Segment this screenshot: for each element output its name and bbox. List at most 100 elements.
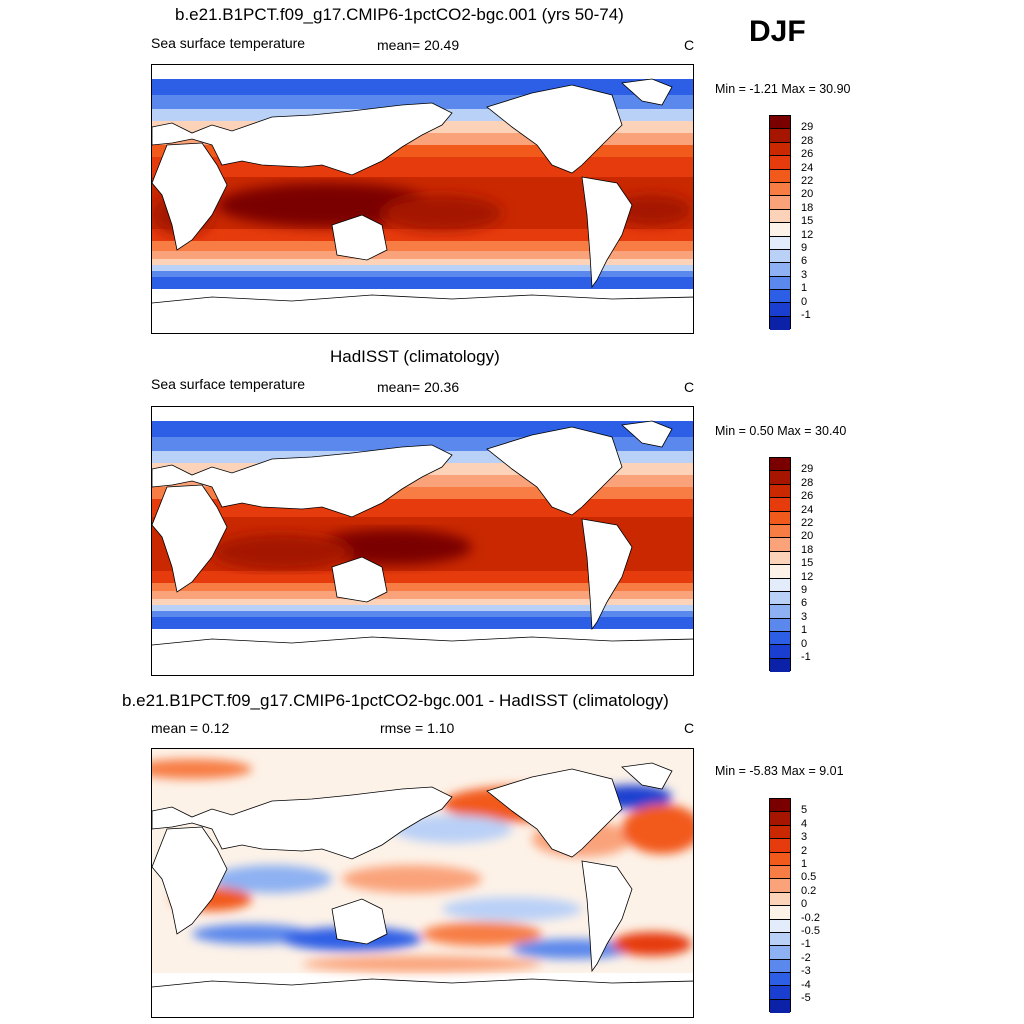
panel-2-map: [151, 406, 694, 676]
panel-1-map-svg: [152, 65, 693, 333]
colorbar-swatch: [770, 632, 790, 646]
colorbar-swatch: [770, 498, 790, 512]
colorbar-swatch: [770, 182, 790, 197]
panel-3-colorbar: [769, 798, 791, 1014]
colorbar-swatch: [770, 591, 790, 606]
colorbar-swatch: [770, 973, 790, 987]
colorbar-tick-label: 12: [801, 228, 814, 241]
panel-3-rmse-label: rmse = 1.10: [380, 720, 455, 736]
colorbar-swatch: [770, 839, 790, 853]
colorbar-swatch: [770, 316, 790, 331]
colorbar-swatch: [770, 865, 790, 880]
colorbar-tick-label: -0.2: [801, 911, 820, 924]
colorbar-swatch: [770, 932, 790, 947]
colorbar-tick-label: -4: [801, 978, 811, 991]
colorbar-tick-label: 15: [801, 557, 814, 570]
colorbar-swatch: [770, 484, 790, 499]
colorbar-swatch: [770, 303, 790, 317]
colorbar-tick-label: 1: [801, 624, 808, 637]
colorbar-tick-label: 12: [801, 570, 814, 583]
colorbar-swatch: [770, 578, 790, 592]
colorbar-tick-label: 9: [801, 242, 808, 254]
panel-2-minmax: Min = 0.50 Max = 30.40: [715, 424, 847, 438]
colorbar-swatch: [770, 538, 790, 552]
colorbar-swatch: [770, 645, 790, 659]
colorbar-swatch: [770, 249, 790, 264]
colorbar-swatch: [770, 946, 790, 960]
panel-1-mean-label: mean= 20.49: [377, 37, 460, 53]
colorbar-swatch: [770, 458, 790, 472]
colorbar-tick-label: 18: [801, 201, 814, 214]
panel-1-minmax: Min = -1.21 Max = 30.90: [715, 82, 851, 96]
colorbar-tick-label: -1: [801, 938, 811, 951]
panel-3-map: [151, 748, 694, 1018]
colorbar-tick-label: 6: [801, 597, 808, 610]
colorbar-swatch: [770, 129, 790, 143]
colorbar-swatch: [770, 290, 790, 304]
colorbar-swatch: [770, 565, 790, 579]
colorbar-tick-label: -5: [801, 992, 811, 1004]
colorbar-swatch: [770, 524, 790, 539]
colorbar-swatch: [770, 142, 790, 157]
colorbar-tick-label: 24: [801, 161, 814, 174]
colorbar-tick-label: 0.2: [801, 884, 817, 897]
colorbar-swatch: [770, 999, 790, 1014]
panel-3-map-svg: [152, 749, 693, 1017]
colorbar-tick-label: 6: [801, 255, 808, 268]
colorbar-tick-label: 29: [801, 121, 814, 134]
colorbar-swatch: [770, 209, 790, 224]
colorbar-swatch: [770, 879, 790, 893]
colorbar-tick-label: 26: [801, 148, 814, 161]
colorbar-tick-label: -1: [801, 651, 811, 663]
colorbar-tick-label: 20: [801, 530, 814, 543]
panel-3-title: b.e21.B1PCT.f09_g17.CMIP6-1pctCO2-bgc.00…: [122, 691, 669, 710]
colorbar-swatch: [770, 605, 790, 619]
colorbar-swatch: [770, 223, 790, 237]
colorbar-tick-label: 29: [801, 463, 814, 476]
colorbar-tick-label: 22: [801, 175, 814, 187]
panel-2-left-label: Sea surface temperature: [151, 376, 306, 392]
colorbar-swatch: [770, 618, 790, 633]
colorbar-tick-label: -0.5: [801, 925, 820, 937]
colorbar-tick-label: 0: [801, 295, 808, 308]
colorbar-tick-label: 20: [801, 188, 814, 201]
panel-1-map: [151, 64, 694, 334]
panel-1-title: b.e21.B1PCT.f09_g17.CMIP6-1pctCO2-bgc.00…: [175, 5, 624, 24]
colorbar-swatch: [770, 196, 790, 210]
colorbar-tick-label: 28: [801, 476, 814, 489]
colorbar-swatch: [770, 236, 790, 250]
colorbar-swatch: [770, 959, 790, 974]
colorbar-swatch: [770, 156, 790, 170]
panel-2-units: C: [684, 379, 695, 395]
colorbar-tick-label: 0.5: [801, 871, 817, 884]
colorbar-tick-label: 24: [801, 503, 814, 516]
panel-3-mean-label: mean = 0.12: [151, 720, 230, 736]
colorbar-tick-label: -3: [801, 965, 811, 978]
colorbar-tick-label: 3: [801, 268, 808, 281]
colorbar-tick-label: 18: [801, 543, 814, 556]
panel-3-units: C: [684, 720, 695, 736]
panel-2-title: HadISST (climatology): [330, 347, 500, 366]
colorbar-tick-label: 22: [801, 517, 814, 529]
colorbar-swatch: [770, 276, 790, 291]
colorbar-tick-label: 0: [801, 898, 808, 911]
colorbar-swatch: [770, 169, 790, 183]
colorbar-tick-label: 5: [801, 804, 808, 817]
colorbar-swatch: [770, 825, 790, 840]
colorbar-tick-label: 26: [801, 490, 814, 503]
season-label: DJF: [749, 15, 806, 48]
colorbar-tick-label: 9: [801, 584, 808, 596]
colorbar-tick-label: 4: [801, 817, 808, 830]
colorbar-swatch: [770, 551, 790, 566]
panel-1-units: C: [684, 37, 695, 53]
colorbar-swatch: [770, 812, 790, 826]
panel-1-left-label: Sea surface temperature: [151, 35, 306, 51]
colorbar-tick-label: 15: [801, 215, 814, 228]
panel-2-colorbar: [769, 457, 791, 673]
colorbar-tick-label: 28: [801, 134, 814, 147]
colorbar-swatch: [770, 892, 790, 907]
colorbar-tick-label: -1: [801, 309, 811, 321]
colorbar-tick-label: 2: [801, 844, 808, 857]
colorbar-swatch: [770, 852, 790, 866]
colorbar-swatch: [770, 986, 790, 1000]
